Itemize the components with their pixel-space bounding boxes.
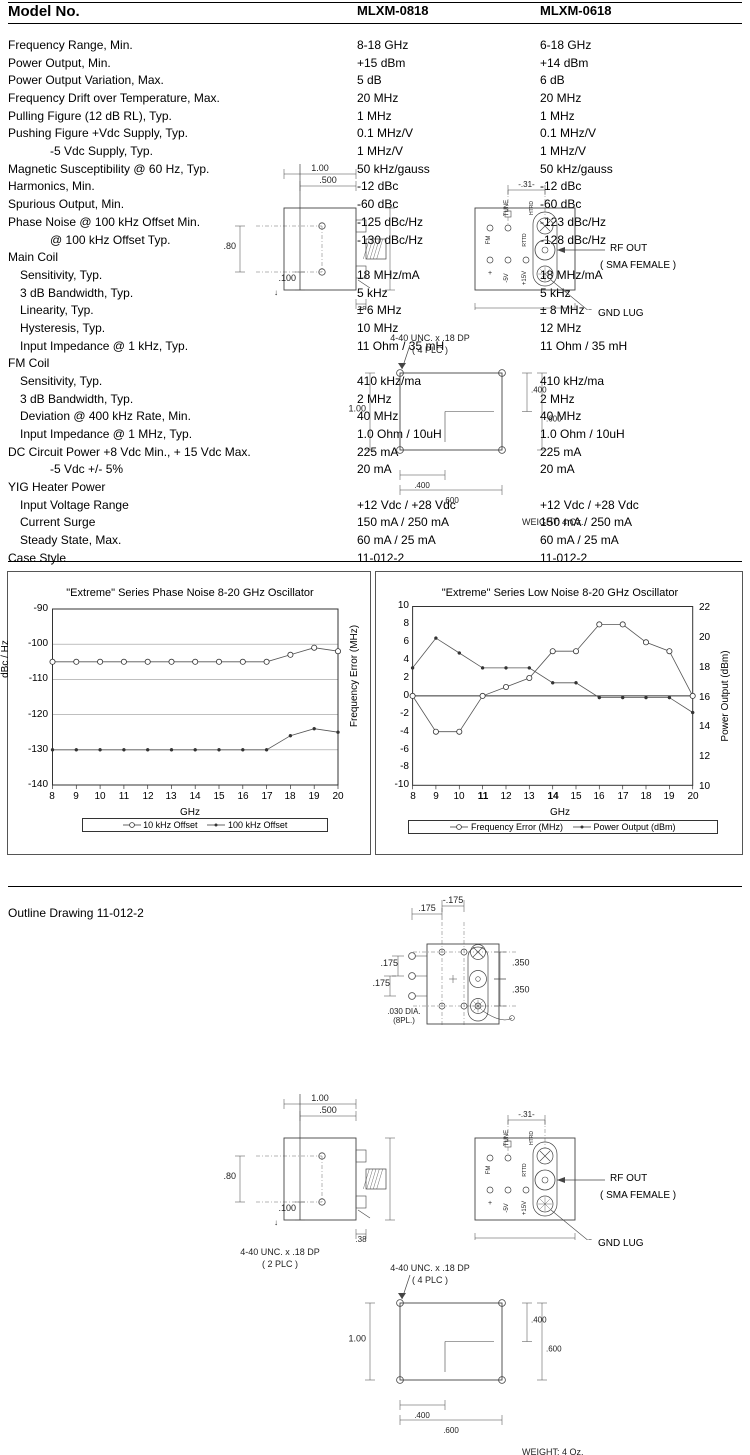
svg-text:TUNE: TUNE [504, 200, 510, 216]
svg-text:.38: .38 [355, 1235, 367, 1244]
svg-text:+15V: +15V [522, 1201, 528, 1215]
svg-text:1.00: 1.00 [348, 404, 366, 414]
svg-text:-5V: -5V [504, 273, 510, 282]
svg-text:.175: .175 [380, 958, 398, 968]
svg-text:.400: .400 [414, 481, 430, 490]
svg-text:RTTD: RTTD [522, 233, 528, 247]
svg-text:FM: FM [486, 1166, 492, 1175]
svg-text:↓: ↓ [274, 1218, 278, 1227]
svg-text:1.00: 1.00 [311, 163, 329, 173]
svg-text:.600: .600 [546, 415, 562, 424]
svg-text:.80: .80 [223, 241, 236, 251]
svg-text:.600: .600 [546, 1345, 562, 1354]
svg-text:WEIGHT: 4 Oz.: WEIGHT: 4 Oz. [522, 1447, 584, 1455]
svg-text:RTTD: RTTD [522, 1163, 528, 1177]
svg-text:.100: .100 [278, 1203, 296, 1213]
svg-text:.350: .350 [512, 985, 530, 995]
svg-text:-5V: -5V [504, 1203, 510, 1212]
svg-text:.80: .80 [223, 1171, 236, 1181]
svg-text:FM: FM [486, 236, 492, 245]
svg-text:-.31-: -.31- [518, 1110, 535, 1119]
svg-text:↓: ↓ [274, 288, 278, 297]
svg-text:.175: .175 [372, 978, 390, 988]
svg-text:+: + [488, 270, 492, 277]
svg-text:.350: .350 [512, 958, 530, 968]
svg-text:.500: .500 [319, 1105, 337, 1115]
svg-text:-.31-: -.31- [518, 180, 535, 189]
svg-text:1.00: 1.00 [348, 1334, 366, 1344]
svg-text:4-40 UNC. x .18 DP: 4-40 UNC. x .18 DP [390, 1263, 470, 1273]
svg-text:.400: .400 [531, 1315, 547, 1324]
svg-text:HTRD: HTRD [529, 201, 535, 215]
svg-text:.600: .600 [443, 1426, 459, 1435]
svg-text:.400: .400 [531, 385, 547, 394]
svg-text:1.00: 1.00 [311, 1093, 329, 1103]
svg-text:-.175: -.175 [443, 895, 464, 905]
svg-text:HTRD: HTRD [529, 1131, 535, 1145]
svg-text:.400: .400 [414, 1411, 430, 1420]
svg-text:.600: .600 [443, 496, 459, 505]
svg-text:( 4 PLC ): ( 4 PLC ) [412, 345, 448, 355]
svg-text:.030 DIA.: .030 DIA. [387, 1007, 420, 1016]
svg-text:WEIGHT: 4 Oz.: WEIGHT: 4 Oz. [522, 517, 584, 525]
svg-text:.500: .500 [319, 175, 337, 185]
svg-text:4-40 UNC. x .18 DP: 4-40 UNC. x .18 DP [390, 333, 470, 343]
svg-text:.38: .38 [355, 305, 367, 310]
svg-text:+: + [488, 1200, 492, 1207]
svg-text:.175: .175 [418, 903, 436, 913]
svg-text:(8PL.): (8PL.) [393, 1016, 415, 1025]
svg-text:TUNE: TUNE [504, 1130, 510, 1146]
svg-text:( 4 PLC ): ( 4 PLC ) [412, 1275, 448, 1285]
svg-text:.100: .100 [278, 273, 296, 283]
svg-text:+15V: +15V [522, 271, 528, 285]
